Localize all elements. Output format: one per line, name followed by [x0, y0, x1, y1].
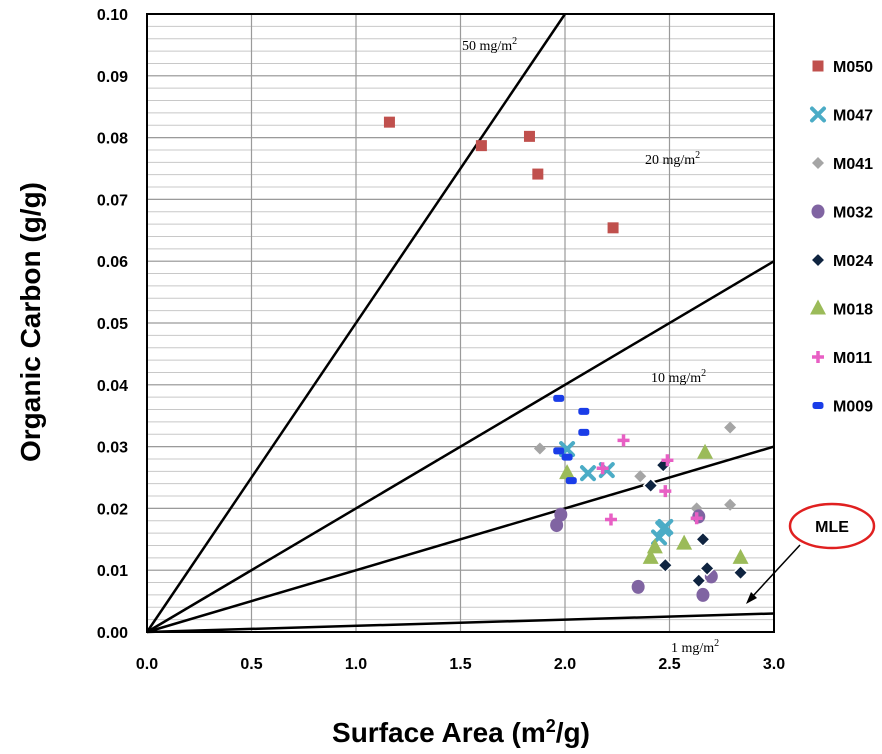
data-points [383, 116, 749, 602]
legend: M050 M047 M041 M032 M024 M018 M011 M009 [809, 59, 873, 416]
data-point-m011 [604, 513, 617, 526]
data-point-m009 [578, 428, 590, 436]
callout-ellipse [788, 502, 876, 550]
legend-label-m047: M047 [833, 108, 873, 125]
data-point-m032 [550, 518, 564, 533]
legend-marker-m047 [810, 106, 826, 123]
reference-line-label: 10 mg/m2 [651, 368, 706, 386]
x-tick-label: 3.0 [763, 656, 785, 673]
data-point-m018 [732, 548, 749, 564]
x-tick-label: 1.0 [345, 656, 367, 673]
data-point-m009 [553, 447, 565, 455]
data-point-m018 [642, 548, 659, 564]
data-point-m041 [724, 498, 737, 511]
legend-marker-m024 [809, 251, 827, 269]
legend-label-m024: M024 [833, 253, 873, 270]
x-tick-label: 0.0 [136, 656, 158, 673]
y-tick-label: 0.00 [97, 625, 128, 642]
data-point-m047 [657, 518, 674, 535]
data-point-m024 [642, 477, 659, 494]
data-point-m009 [565, 477, 577, 485]
x-axis-title: Surface Area (m2/g) [332, 716, 590, 748]
legend-marker-m018 [810, 299, 826, 315]
data-point-m050 [383, 116, 395, 128]
reference-line-label: 1 mg/m2 [671, 638, 719, 656]
x-tick-label: 0.5 [240, 656, 262, 673]
callout-arrow-line [751, 544, 801, 598]
y-axis-title: Organic Carbon (g/g) [15, 182, 46, 462]
data-point-m011 [690, 512, 703, 525]
data-point-m041 [634, 470, 647, 483]
data-point-m011 [661, 454, 674, 467]
data-point-m050 [475, 140, 487, 152]
data-point-m024 [699, 560, 716, 577]
y-tick-label: 0.10 [97, 7, 128, 24]
legend-label-m009: M009 [833, 399, 873, 416]
reference-line-label: 50 mg/m2 [462, 36, 517, 54]
reference-line [146, 612, 775, 634]
legend-marker-m050 [812, 60, 824, 72]
x-tick-labels: 0.0 0.5 1.0 1.5 2.0 2.5 3.0 [136, 656, 785, 673]
data-point-m009 [578, 407, 590, 415]
grid-lines [147, 14, 774, 632]
data-point-m024 [732, 564, 749, 581]
callout-label: MLE [815, 519, 849, 536]
mle-callout: MLE [746, 502, 876, 604]
data-point-m041 [533, 442, 546, 455]
x-tick-label: 2.0 [554, 656, 576, 673]
data-point-m018 [559, 464, 576, 480]
data-point-m024 [657, 557, 674, 574]
y-tick-label: 0.04 [97, 378, 128, 395]
data-point-m032 [631, 579, 645, 594]
data-point-m009 [553, 394, 565, 402]
y-tick-label: 0.06 [97, 254, 128, 271]
legend-marker-m032 [811, 204, 825, 219]
plot-frame [146, 13, 775, 633]
data-point-m041 [690, 502, 703, 515]
reference-line [146, 445, 775, 634]
y-tick-label: 0.07 [97, 192, 128, 209]
legend-label-m041: M041 [833, 156, 873, 173]
data-point-m011 [617, 434, 630, 447]
y-tick-label: 0.02 [97, 501, 128, 518]
data-point-m032 [696, 587, 710, 602]
data-point-m041 [724, 421, 737, 434]
data-point-m024 [690, 572, 707, 589]
data-point-m032 [692, 509, 706, 524]
data-point-m011 [596, 462, 609, 475]
legend-label-m018: M018 [833, 302, 873, 319]
data-point-m018 [697, 443, 714, 459]
data-point-m024 [694, 531, 712, 548]
y-tick-label: 0.05 [97, 316, 128, 333]
x-tick-label: 2.5 [658, 656, 680, 673]
data-point-m050 [523, 130, 535, 142]
reference-line [146, 260, 775, 634]
data-point-m032 [554, 507, 568, 522]
legend-label-m050: M050 [833, 59, 873, 76]
legend-marker-m011 [812, 351, 824, 363]
data-point-m050 [532, 168, 544, 180]
reference-lines: 50 mg/m2 20 mg/m2 10 mg/m2 1 mg/m2 [145, 13, 775, 656]
legend-marker-m041 [812, 157, 824, 169]
data-point-m018 [676, 534, 693, 550]
legend-marker-m009 [812, 402, 824, 409]
data-point-m050 [607, 222, 619, 234]
callout-arrow-head [746, 592, 757, 604]
data-point-m009 [561, 453, 573, 461]
data-point-m047 [579, 465, 596, 482]
reference-line-label: 20 mg/m2 [645, 150, 700, 168]
data-point-m011 [659, 485, 672, 498]
y-tick-labels: 0.00 0.01 0.02 0.03 0.04 0.05 0.06 0.07 0.08 0.09… [97, 7, 128, 642]
reference-line [145, 13, 567, 633]
y-tick-label: 0.08 [97, 131, 128, 148]
legend-label-m011: M011 [833, 350, 872, 367]
y-tick-label: 0.09 [97, 69, 128, 86]
x-tick-label: 1.5 [449, 656, 471, 673]
y-tick-label: 0.03 [97, 440, 128, 457]
legend-label-m032: M032 [833, 205, 873, 222]
data-point-m018 [646, 538, 663, 554]
y-tick-label: 0.01 [97, 563, 128, 580]
